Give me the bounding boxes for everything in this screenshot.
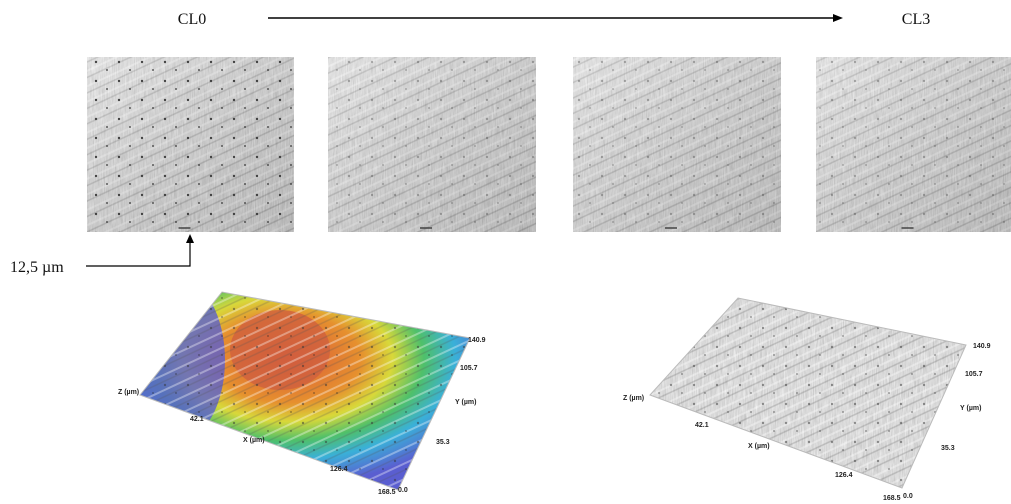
end-label: CL3 <box>902 11 930 28</box>
micrograph <box>816 57 1011 232</box>
micrograph <box>328 57 536 232</box>
surface-3d-gray <box>640 290 980 495</box>
micrograph-pits <box>573 57 781 232</box>
scale-pointer <box>86 240 190 266</box>
surface-3d-color <box>130 280 480 495</box>
micrograph-pits <box>328 57 536 232</box>
x-tick-label: 42.1 <box>190 416 204 423</box>
x-tick-label: 168.5 <box>883 495 901 502</box>
y-axis-label: Y (µm) <box>960 405 981 412</box>
y-tick-label: 35.3 <box>941 445 955 452</box>
micrograph <box>87 57 294 232</box>
y-tick-label: 0.0 <box>903 493 913 500</box>
figure: CL0 CL3 12,5 µm Z (µm) X (µm) Y (µm) 42.1 12… <box>0 0 1011 504</box>
micrograph <box>573 57 781 232</box>
start-label: CL0 <box>178 11 206 28</box>
x-tick-label: 168.5 <box>378 489 396 496</box>
x-tick-label: 126.4 <box>835 472 853 479</box>
y-tick-label: 105.7 <box>965 371 983 378</box>
y-tick-label: 105.7 <box>460 365 478 372</box>
micrograph-pits <box>816 57 1011 232</box>
micrograph-pits <box>87 57 294 232</box>
z-axis-label: Z (µm) <box>623 395 644 402</box>
x-tick-label: 126.4 <box>330 466 348 473</box>
micrographs <box>87 57 1011 232</box>
y-axis-label: Y (µm) <box>455 399 476 406</box>
y-tick-label: 140.9 <box>468 337 486 344</box>
x-axis-label: X (µm) <box>748 443 770 450</box>
z-axis-label: Z (µm) <box>118 389 139 396</box>
x-axis-label: X (µm) <box>243 437 265 444</box>
arrow-head <box>833 14 843 22</box>
y-tick-label: 35.3 <box>436 439 450 446</box>
x-tick-label: 42.1 <box>695 422 709 429</box>
y-tick-label: 140.9 <box>973 343 991 350</box>
y-tick-label: 0.0 <box>398 487 408 494</box>
pointer-head <box>186 234 194 243</box>
scale-label: 12,5 µm <box>10 259 64 276</box>
